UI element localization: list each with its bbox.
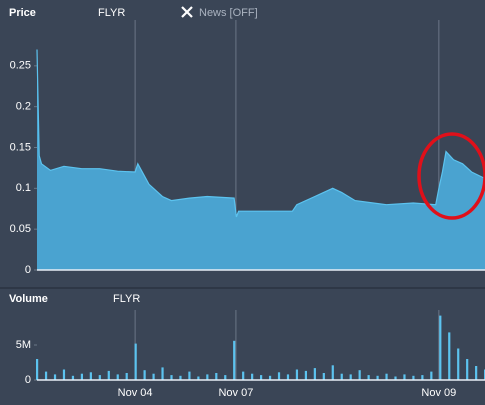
volume-bar bbox=[71, 375, 75, 380]
volume-bar bbox=[224, 375, 227, 380]
volume-bar bbox=[134, 343, 137, 380]
volume-bar bbox=[331, 365, 334, 380]
volume-bar bbox=[197, 376, 200, 380]
volume-bar bbox=[448, 332, 451, 380]
volume-bar bbox=[286, 374, 290, 380]
volume-bar bbox=[430, 371, 433, 380]
volume-bar bbox=[385, 373, 388, 380]
volume-bar bbox=[125, 373, 128, 380]
volume-bar bbox=[179, 375, 182, 380]
volume-bar bbox=[421, 375, 424, 380]
y-tick-label: 0.25 bbox=[10, 60, 31, 72]
volume-bar bbox=[36, 359, 39, 380]
price-area bbox=[37, 49, 485, 270]
volume-bar bbox=[394, 376, 397, 380]
volume-bar bbox=[89, 372, 92, 380]
volume-bar bbox=[358, 370, 361, 380]
volume-bar bbox=[475, 366, 478, 380]
volume-bar bbox=[403, 374, 406, 380]
y-tick-label: 5M bbox=[16, 339, 31, 351]
volume-bar bbox=[98, 375, 101, 380]
news-toggle[interactable]: News [OFF] bbox=[181, 6, 258, 19]
volume-bar bbox=[242, 371, 245, 380]
price-title: Price bbox=[9, 7, 36, 19]
volume-bar bbox=[295, 369, 299, 380]
volume-title: Volume bbox=[9, 293, 48, 305]
volume-bar bbox=[143, 370, 146, 380]
volume-bar bbox=[206, 374, 209, 380]
volume-bar bbox=[80, 373, 83, 380]
volume-bar bbox=[322, 373, 325, 380]
volume-bar bbox=[349, 374, 352, 380]
volume-bar bbox=[170, 375, 173, 380]
volume-bar bbox=[376, 375, 379, 380]
x-tick-label: Nov 04 bbox=[118, 387, 153, 399]
volume-bar bbox=[304, 370, 307, 380]
volume-bar bbox=[188, 371, 191, 380]
volume-bar bbox=[457, 348, 460, 380]
volume-bar bbox=[251, 373, 254, 380]
price-line bbox=[36, 49, 485, 218]
news-toggle-label[interactable]: News [OFF] bbox=[199, 7, 258, 19]
volume-bar bbox=[215, 373, 218, 380]
y-tick-label: 0 bbox=[25, 264, 31, 276]
volume-bar bbox=[161, 367, 164, 380]
volume-bar bbox=[439, 315, 442, 380]
volume-bar bbox=[62, 369, 66, 380]
y-tick-label: 0.2 bbox=[16, 101, 31, 113]
volume-bar bbox=[277, 372, 281, 380]
y-tick-label: 0.15 bbox=[10, 141, 31, 153]
volume-symbol: FLYR bbox=[113, 293, 140, 305]
highlight-circle bbox=[417, 132, 485, 220]
volume-bar bbox=[107, 370, 110, 380]
volume-bar bbox=[466, 359, 469, 380]
volume-bar bbox=[268, 375, 272, 380]
volume-bar bbox=[313, 368, 316, 380]
volume-bar bbox=[367, 375, 370, 380]
volume-bar bbox=[152, 373, 155, 380]
y-tick-label: 0.05 bbox=[10, 223, 31, 235]
volume-bar bbox=[44, 371, 48, 380]
volume-bar bbox=[233, 340, 236, 380]
price-symbol: FLYR bbox=[98, 7, 125, 19]
volume-bar bbox=[340, 373, 343, 380]
volume-bar bbox=[116, 374, 119, 380]
y-tick-label: 0.1 bbox=[16, 182, 31, 194]
volume-bar bbox=[412, 375, 415, 380]
x-tick-label: Nov 09 bbox=[421, 387, 456, 399]
x-tick-label: Nov 07 bbox=[218, 387, 253, 399]
volume-bar bbox=[260, 375, 263, 380]
y-tick-label: 0 bbox=[25, 374, 31, 386]
volume-bar bbox=[53, 374, 57, 380]
close-icon[interactable] bbox=[181, 6, 193, 18]
